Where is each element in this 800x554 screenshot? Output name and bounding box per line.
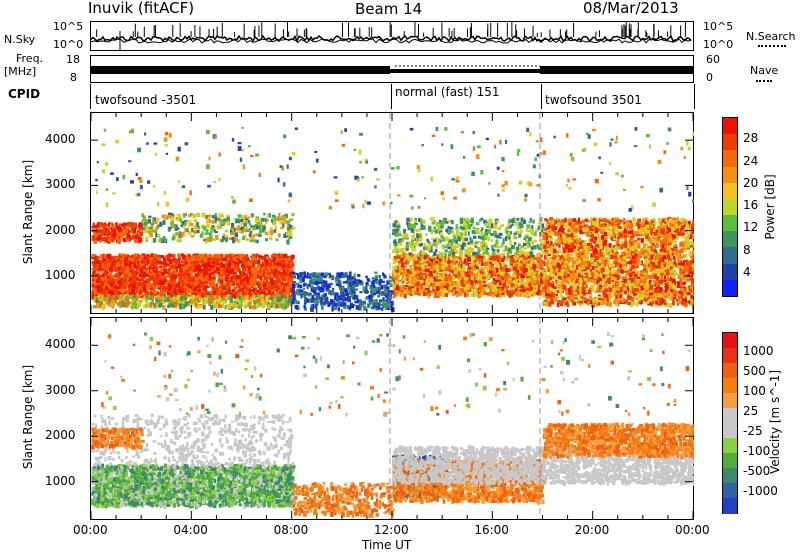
nave-legend-dots [756, 80, 772, 82]
freq-strip [90, 55, 694, 83]
freq-tick-bottom: 8 [70, 71, 77, 84]
ytick-label: 3000 [45, 177, 76, 192]
nsearch-line [90, 38, 692, 44]
ytick-label: 3000 [45, 382, 76, 397]
nsearch-tick-top: 10^5 [703, 20, 734, 33]
freq-bar-2 [390, 69, 540, 73]
nsky-label: N.Sky [4, 33, 36, 46]
colorbar-tick: -25 [743, 424, 763, 438]
xtick-label: 00:00 [73, 523, 108, 537]
colorbar-tick: -1000 [743, 484, 778, 498]
colorbar-tick: -500 [743, 464, 771, 478]
power-ylabel: Slant Range [km] [21, 159, 35, 265]
xtick-label: 04:00 [173, 523, 208, 537]
ytick-label: 1000 [45, 473, 76, 488]
nsky-tick-bottom: 10^0 [53, 38, 84, 51]
ytick-label: 2000 [45, 222, 76, 237]
xtick-label: 16:00 [474, 523, 509, 537]
cpid-segment-3: twofsound 3501 [545, 93, 642, 107]
nsearch-label: N.Search [746, 30, 796, 43]
cpid-label: CPID [8, 87, 41, 101]
colorbar-tick: 1000 [743, 344, 774, 358]
xtick-label: 00:00 [675, 523, 710, 537]
colorbar-tick: 25 [743, 404, 759, 418]
nave-tick-top: 60 [706, 53, 720, 66]
xtick-label: 12:00 [374, 523, 409, 537]
nsky-strip [90, 21, 694, 51]
nsearch-tick-bottom: 10^0 [703, 38, 734, 51]
power-colorbar [722, 117, 738, 297]
colorbar-tick: 28 [743, 131, 759, 146]
xtick-label: 20:00 [574, 523, 610, 537]
velocity-colorbar [722, 332, 738, 514]
colorbar-tick: 4 [743, 264, 751, 279]
date-title: 08/Mar/2013 [583, 0, 679, 17]
velocity-panel [90, 317, 694, 520]
ytick-label: 1000 [45, 267, 76, 282]
cpid-segment-1: twofsound -3501 [95, 93, 197, 107]
power-colorbar-label: Power [dB] [763, 174, 777, 240]
xtick-label: 08:00 [273, 523, 309, 537]
cpid-segment-2: normal (fast) 151 [395, 85, 500, 99]
freq-label-top: Freq. [16, 52, 44, 65]
velocity-ylabel: Slant Range [km] [21, 364, 35, 470]
nsearch-legend-dots [758, 45, 786, 47]
ytick-label: 4000 [45, 132, 76, 147]
colorbar-tick: 8 [743, 242, 751, 257]
time-axis-label: Time UT [362, 538, 412, 552]
velocity-colorbar-label: Velocity [m s^-1] [768, 369, 782, 475]
cpid-strip: twofsound -3501 normal (fast) 151 twofso… [90, 84, 695, 109]
colorbar-tick: -100 [743, 444, 771, 458]
freq-bar-3 [540, 66, 693, 74]
freq-label-bottom: [MHz] [4, 65, 37, 78]
freq-tick-top: 18 [66, 53, 80, 66]
colorbar-tick: 16 [743, 198, 759, 212]
cpid-divider-2 [541, 84, 542, 109]
nsky-tick-top: 10^5 [53, 20, 84, 33]
colorbar-tick: 24 [743, 153, 759, 168]
power-panel [90, 112, 694, 314]
colorbar-tick: 12 [743, 220, 759, 235]
colorbar-tick: 20 [743, 175, 759, 190]
nave-tick-bottom: 0 [706, 71, 713, 84]
colorbar-tick: 100 [743, 384, 766, 398]
ytick-label: 2000 [45, 428, 76, 443]
colorbar-tick: 500 [743, 364, 766, 378]
freq-bar-1 [91, 66, 390, 74]
nave-label: Nave [750, 64, 779, 77]
cpid-divider-1 [391, 84, 392, 109]
station-title: Inuvik (fitACF) [88, 0, 195, 17]
beam-title: Beam 14 [355, 0, 423, 18]
ytick-label: 4000 [45, 337, 76, 352]
